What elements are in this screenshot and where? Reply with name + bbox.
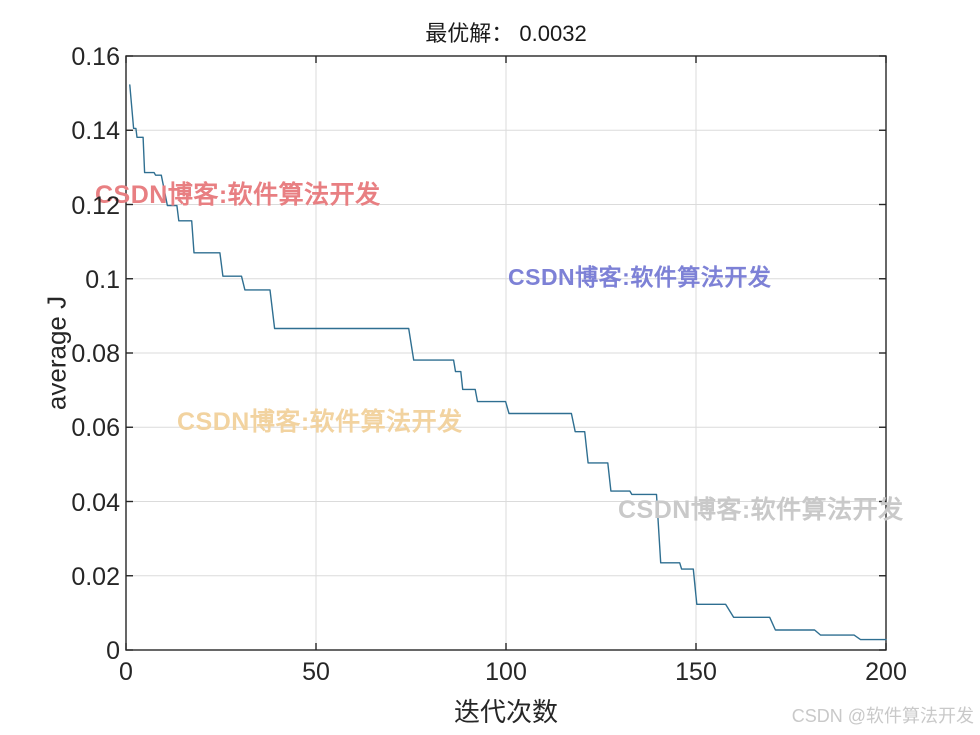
y-tick-label: 0.12	[71, 191, 120, 220]
series-line	[129, 84, 887, 641]
x-axis-label: 迭代次数	[453, 697, 558, 727]
watermark-blue: CSDN博客:软件算法开发	[508, 264, 772, 290]
x-tick-label: 200	[865, 658, 907, 686]
y-tick-label: 0.08	[71, 340, 120, 368]
chart-title: 最优解： 0.0032	[425, 21, 587, 46]
watermark-red: CSDN博客:软件算法开发	[95, 181, 381, 209]
y-tick-label: 0.06	[71, 414, 120, 443]
y-tick-label: 0.04	[71, 488, 120, 517]
y-tick-label: 0	[106, 637, 120, 665]
y-tick-label: 0.16	[71, 43, 120, 71]
y-tick-label: 0.1	[85, 265, 120, 294]
x-tick-label: 100	[485, 658, 527, 686]
watermark-yellow: CSDN博客:软件算法开发	[177, 408, 463, 436]
x-tick-label: 50	[302, 658, 330, 686]
x-tick-label: 0	[119, 658, 133, 686]
watermark-gray: CSDN博客:软件算法开发	[618, 496, 904, 524]
y-tick-label: 0.02	[71, 562, 120, 591]
csdn-credit: CSDN @软件算法开发	[791, 706, 974, 726]
y-tick-label: 0.14	[71, 117, 120, 146]
x-tick-label: 150	[675, 658, 717, 686]
